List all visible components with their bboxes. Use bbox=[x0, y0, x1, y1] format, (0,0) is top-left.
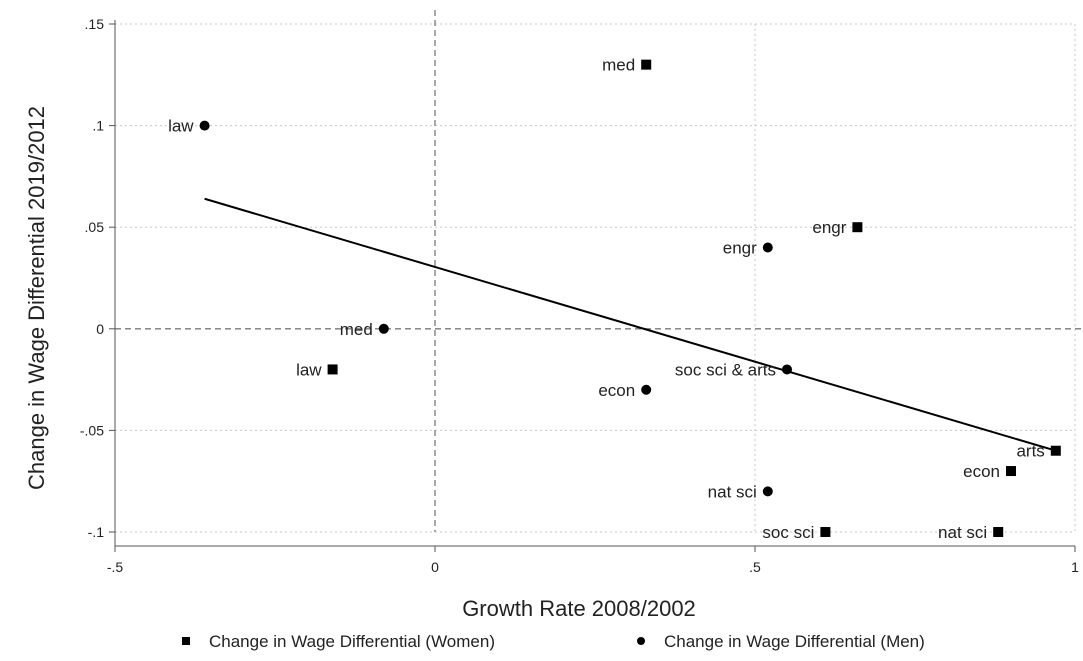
y-tick-label: 0 bbox=[96, 321, 104, 337]
data-point-circle bbox=[762, 486, 773, 497]
data-point-label: engr bbox=[812, 218, 846, 237]
y-tick-label: -.05 bbox=[80, 422, 104, 438]
y-tick-label: .15 bbox=[85, 16, 105, 32]
legend-marker-square bbox=[182, 637, 190, 645]
data-point-label: med bbox=[602, 56, 635, 75]
fit-line bbox=[204, 197, 1057, 452]
y-tick-label: .1 bbox=[92, 118, 104, 134]
data-point-circle bbox=[641, 384, 652, 395]
data-point-label: nat sci bbox=[938, 523, 987, 542]
grid-lines bbox=[114, 23, 1076, 533]
data-point-label: econ bbox=[598, 381, 635, 400]
data-point-label: econ bbox=[963, 462, 1000, 481]
series-men: law engr med soc sci & arts econ nat sci bbox=[168, 117, 792, 501]
x-tick-label: 0 bbox=[431, 559, 439, 575]
data-point-label: nat sci bbox=[708, 482, 757, 501]
data-point-square bbox=[1006, 466, 1016, 477]
data-point-square bbox=[852, 222, 863, 233]
data-point-label: engr bbox=[723, 239, 757, 258]
series-women: med engr law arts econ soc sci nat sci bbox=[296, 56, 1061, 542]
legend-label: Change in Wage Differential (Women) bbox=[209, 632, 495, 651]
x-axis-title: Growth Rate 2008/2002 bbox=[462, 596, 696, 621]
legend: Change in Wage Differential (Women) Chang… bbox=[182, 632, 925, 651]
legend-label: Change in Wage Differential (Men) bbox=[664, 632, 925, 651]
data-point-circle bbox=[782, 364, 792, 375]
data-point-square bbox=[641, 59, 652, 70]
data-point-label: law bbox=[296, 360, 322, 379]
data-point-label: soc sci bbox=[762, 523, 814, 542]
data-point-label: arts bbox=[1016, 442, 1044, 461]
data-point-square bbox=[327, 364, 338, 375]
x-tick-label: .5 bbox=[749, 559, 761, 575]
data-point-circle bbox=[762, 242, 773, 253]
data-point-square bbox=[820, 527, 831, 537]
x-tick-label: -.5 bbox=[107, 559, 124, 575]
data-point-square bbox=[993, 527, 1004, 537]
data-point-square bbox=[1050, 445, 1061, 456]
legend-marker-circle bbox=[637, 637, 645, 645]
y-tick-label: -.1 bbox=[88, 524, 105, 540]
data-point-label: med bbox=[340, 320, 373, 339]
y-axis-title: Change in Wage Differential 2019/2012 bbox=[24, 106, 49, 490]
y-tick-label: .05 bbox=[85, 219, 105, 235]
x-tick-label: 1 bbox=[1071, 559, 1079, 575]
data-point-label: law bbox=[168, 117, 194, 136]
data-point-circle bbox=[378, 323, 389, 334]
data-point-label: soc sci & arts bbox=[675, 360, 776, 379]
data-point-circle bbox=[199, 120, 210, 131]
